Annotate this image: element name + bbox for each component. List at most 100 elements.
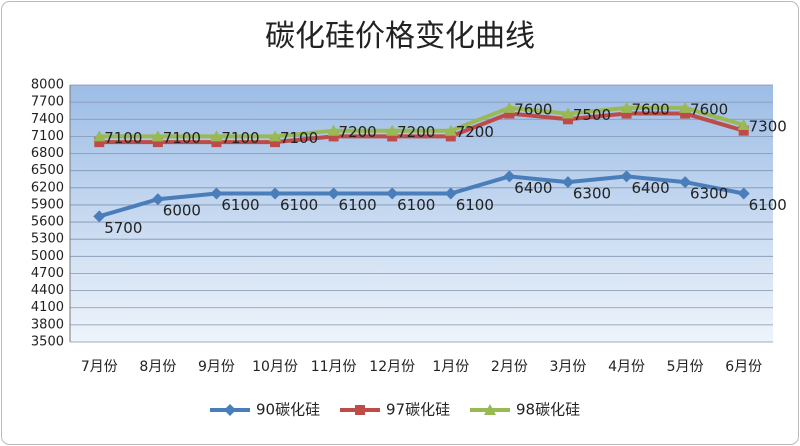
data-label: 6100 [749,196,787,214]
data-label: 6100 [339,196,377,214]
data-point [93,130,106,142]
data-point [561,176,574,189]
data-label: 7100 [280,129,318,147]
x-tick-label: 12月份 [369,359,415,375]
series-line [98,174,745,219]
legend-label: 90碳化硅 [256,401,320,419]
y-tick-label: 7400 [31,112,64,127]
data-label: 6300 [690,185,728,203]
y-tick-label: 5900 [31,197,64,212]
data-label: 7200 [339,123,377,141]
data-point [444,187,457,200]
y-tick-label: 5300 [31,232,64,247]
data-point [504,108,515,119]
legend-label: 97碳化硅 [386,401,450,419]
x-tick-label: 4月份 [608,359,645,375]
y-tick-label: 6500 [31,163,64,178]
x-tick-label: 5月份 [667,359,704,375]
data-point [680,108,691,119]
data-label: 6300 [573,185,611,203]
legend-marker [484,404,496,415]
x-tick-label: 1月份 [432,359,469,375]
data-point [328,131,339,142]
x-tick-label: 11月份 [311,359,357,375]
data-point [620,101,633,113]
data-point [210,187,223,200]
x-tick-label: 9月份 [198,359,235,375]
series-line [99,105,745,139]
data-point [327,124,340,136]
data-label: 7300 [749,117,787,135]
data-label: 7200 [456,123,494,141]
data-label: 6100 [456,196,494,214]
data-point [210,130,223,142]
y-tick-label: 3500 [31,335,64,350]
data-label: 7600 [631,100,669,118]
data-label: 7600 [690,100,728,118]
data-point [151,193,164,206]
data-point [621,108,632,119]
data-point [503,170,516,183]
data-point [444,124,457,136]
data-point [737,187,750,200]
x-tick-label: 8月份 [139,359,176,375]
data-point [738,125,749,136]
data-point [445,131,456,142]
data-point [94,137,105,148]
data-label: 7100 [104,129,142,147]
data-point [151,130,164,142]
data-point [737,118,750,130]
data-label: 5700 [104,219,142,237]
data-point [93,210,106,223]
data-point [211,137,222,148]
data-point [679,176,692,189]
data-point [327,187,340,200]
y-tick-label: 8000 [31,78,64,93]
data-label: 7600 [514,100,552,118]
data-point [503,101,516,113]
x-tick-label: 2月份 [491,359,528,375]
data-label: 7100 [221,129,259,147]
data-label: 6100 [280,196,318,214]
x-tick-label: 10月份 [252,359,298,375]
legend-label: 98碳化硅 [516,401,580,419]
data-label: 6400 [631,179,669,197]
y-tick-label: 7700 [31,95,64,110]
y-tick-label: 4700 [31,266,64,281]
data-point [269,187,282,200]
y-tick-label: 6200 [31,180,64,195]
data-point [620,170,633,183]
legend-marker [224,404,236,416]
data-point [386,124,399,136]
x-tick-label: 3月份 [549,359,586,375]
y-tick-label: 4400 [31,283,64,298]
y-tick-label: 7100 [31,129,64,144]
data-point [386,187,399,200]
data-label: 7100 [163,129,201,147]
data-label: 6100 [397,196,435,214]
data-point [561,107,574,119]
data-point [387,131,398,142]
data-label: 7500 [573,106,611,124]
x-tick-label: 6月份 [725,359,762,375]
data-label: 7200 [397,123,435,141]
legend-marker [355,405,365,415]
data-point [269,130,282,142]
y-tick-label: 4100 [31,300,64,315]
y-tick-label: 5000 [31,249,64,264]
plot-area [70,85,773,342]
data-point [152,137,163,148]
y-tick-label: 5600 [31,215,64,230]
data-label: 6000 [163,202,201,220]
x-tick-label: 7月份 [81,359,118,375]
data-point [679,101,692,113]
data-label: 6100 [221,196,259,214]
data-label: 6400 [514,179,552,197]
y-tick-label: 3800 [31,317,64,332]
y-tick-label: 6800 [31,146,64,161]
series-line [99,111,745,145]
data-point [562,114,573,125]
chart-title: 碳化硅价格变化曲线 [265,19,535,54]
data-point [270,137,281,148]
